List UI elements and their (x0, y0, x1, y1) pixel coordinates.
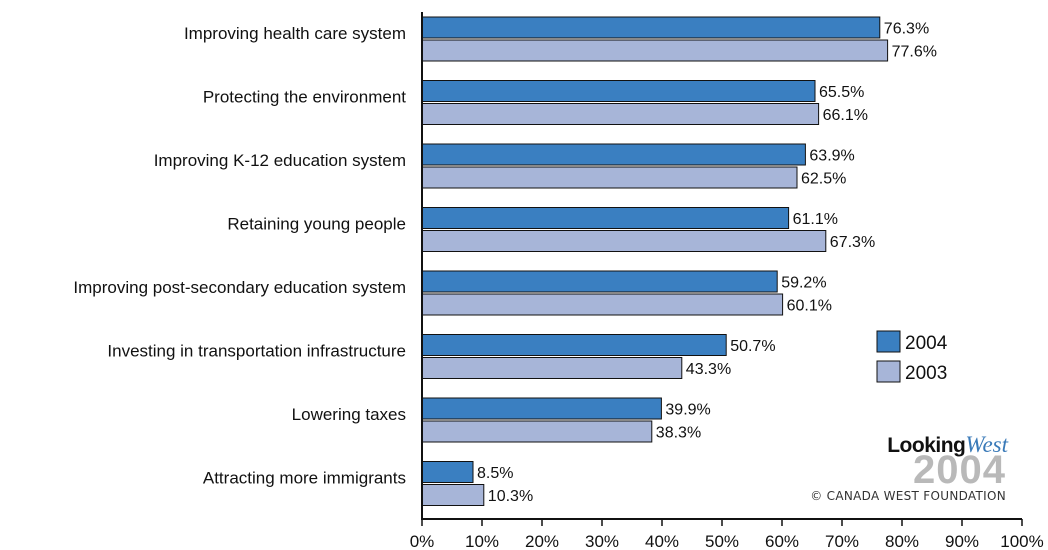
data-labels-layer: 76.3% 77.6% 65.5% 66.1% 63.9% 62.5% 61.1% 67.3%… (477, 21, 937, 506)
data-label-2003-6: 38.3% (656, 425, 701, 442)
category-label-6: Lowering taxes (292, 405, 406, 424)
data-label-2004-6: 39.9% (665, 402, 710, 419)
bar-2003-1 (421, 103, 820, 125)
data-label-2003-3: 67.3% (830, 234, 875, 251)
x-tick-label-5: 50% (705, 532, 739, 550)
x-tick-label-9: 90% (945, 532, 979, 550)
logo-credit: © CANADA WEST FOUNDATION (810, 489, 1006, 503)
bar-2004-7 (421, 461, 474, 483)
x-tick-label-10: 100% (1000, 532, 1043, 550)
bar-2003-5 (421, 357, 683, 379)
x-tick-label-0: 0% (410, 532, 435, 550)
data-label-2003-7: 10.3% (488, 488, 533, 505)
category-label-2: Improving K-12 education system (154, 151, 406, 170)
bar-2004-0 (421, 16, 881, 39)
bar-2003-0 (421, 39, 889, 62)
data-label-2004-7: 8.5% (477, 465, 513, 482)
category-label-1: Protecting the environment (203, 88, 406, 107)
x-tick-label-1: 10% (465, 532, 499, 550)
legend-swatch-2003 (876, 360, 901, 383)
bar-2003-7 (421, 484, 485, 506)
logo-looking-text: Looking (887, 434, 966, 457)
data-label-2004-4: 59.2% (781, 275, 826, 292)
looking-west-logo: 2004 LookingWest © CANADA WEST FOUNDATIO… (810, 426, 1030, 510)
data-label-2003-0: 77.6% (892, 44, 937, 61)
category-label-5: Investing in transportation infrastructu… (107, 342, 406, 361)
bar-2004-2 (421, 143, 806, 166)
bar-2004-6 (421, 397, 662, 420)
legend-label-2003: 2003 (905, 363, 947, 384)
data-label-2003-2: 62.5% (801, 171, 846, 188)
bar-2004-5 (421, 334, 727, 356)
x-tick-label-6: 60% (765, 532, 799, 550)
x-tick-label-3: 30% (585, 532, 619, 550)
logo-wordmark: LookingWest (887, 432, 1008, 458)
bar-2003-3 (421, 230, 827, 252)
category-label-4: Improving post-secondary education syste… (73, 278, 406, 297)
category-labels-layer: Improving health care system Protecting t… (73, 24, 406, 488)
legend-swatch-2004 (876, 330, 901, 353)
category-label-0: Improving health care system (184, 24, 406, 43)
legend-label-2004: 2004 (905, 333, 948, 354)
bar-2003-2 (421, 166, 798, 189)
category-label-3: Retaining young people (227, 215, 406, 234)
logo-year: 2004 (913, 448, 1006, 492)
category-label-7: Attracting more immigrants (203, 469, 406, 488)
legend: 2004 2003 (876, 330, 948, 384)
x-axis: 0% 10% 20% 30% 40% 50% 60% 70% 80% 90% 100% (410, 12, 1044, 550)
data-label-2004-3: 61.1% (793, 211, 838, 228)
bar-2004-3 (421, 207, 790, 229)
x-tick-label-8: 80% (885, 532, 919, 550)
bars-layer (421, 16, 889, 506)
bar-2004-1 (421, 80, 816, 102)
data-label-2003-4: 60.1% (787, 298, 832, 315)
data-label-2003-1: 66.1% (823, 107, 868, 124)
bar-2003-6 (421, 420, 653, 443)
bar-2004-4 (421, 270, 778, 293)
x-tick-label-7: 70% (825, 532, 859, 550)
logo-west-text: West (965, 432, 1008, 457)
data-label-2004-1: 65.5% (819, 84, 864, 101)
data-label-2004-5: 50.7% (730, 338, 775, 355)
data-label-2003-5: 43.3% (686, 361, 731, 378)
data-label-2004-0: 76.3% (884, 21, 929, 38)
x-tick-label-2: 20% (525, 532, 559, 550)
x-tick-label-4: 40% (645, 532, 679, 550)
bar-2003-4 (421, 293, 784, 316)
data-label-2004-2: 63.9% (809, 148, 854, 165)
